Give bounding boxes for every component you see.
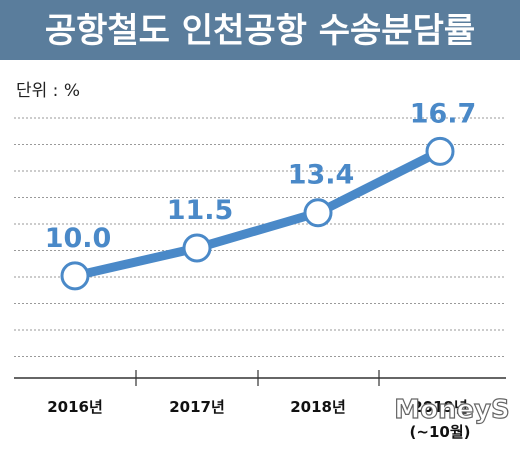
x-tick-label: 2019년 [412, 398, 468, 416]
x-tick-label: 2018년 [290, 398, 346, 416]
data-point [425, 136, 455, 166]
x-axis [14, 370, 506, 386]
x-tick-labels: 2016년 2017년 2018년 2019년 (~10월) [47, 398, 470, 441]
watermark: MoneyS [394, 395, 510, 425]
x-tick-label: 2017년 [169, 398, 225, 416]
data-label: 13.4 [288, 160, 355, 191]
data-label: 16.7 [410, 98, 477, 129]
series-line-group: 10.0 11.5 13.4 16.7 [45, 98, 477, 291]
data-point [60, 261, 90, 291]
gridlines [14, 117, 506, 357]
x-tick-note: (~10월) [410, 423, 471, 441]
chart-title: 공항철도 인천공항 수송분담률 [45, 11, 475, 51]
series-line [70, 146, 445, 281]
unit-label: 단위 : % [16, 81, 80, 101]
title-bar [0, 0, 520, 60]
data-point [182, 233, 212, 263]
data-label: 11.5 [167, 195, 234, 226]
data-point [303, 198, 333, 228]
data-label: 10.0 [45, 223, 112, 254]
x-tick-label: 2016년 [47, 398, 103, 416]
